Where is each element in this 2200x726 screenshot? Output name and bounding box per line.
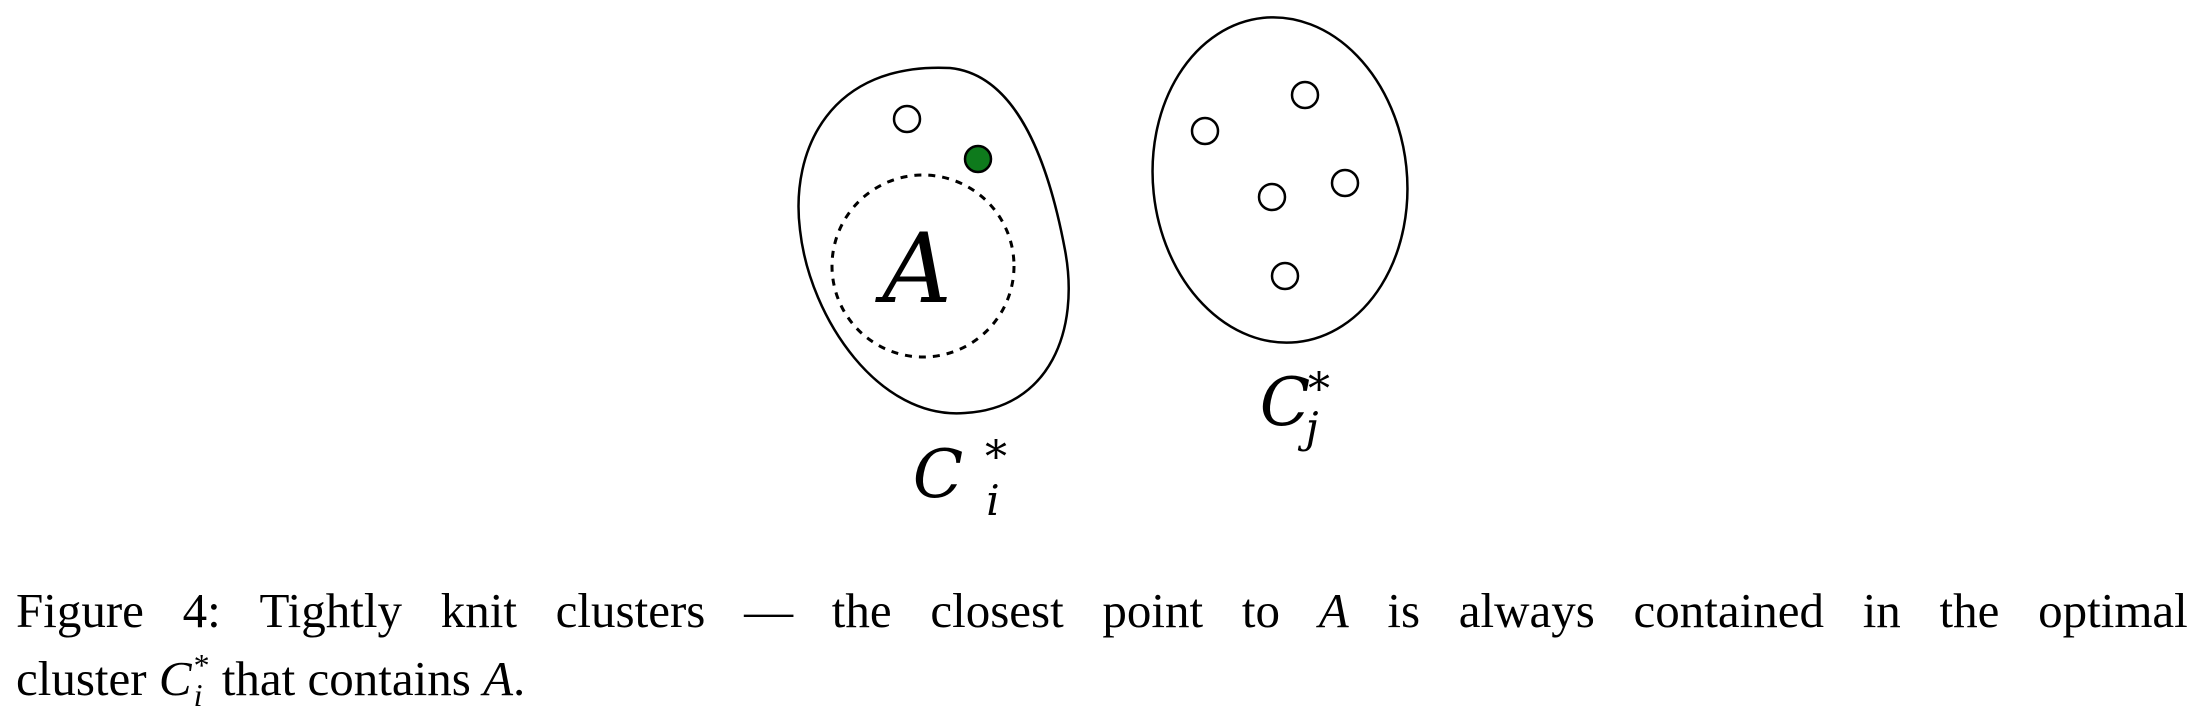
svg-text:*: * xyxy=(985,432,1007,483)
open-point xyxy=(1290,80,1320,110)
open-point xyxy=(1190,116,1220,146)
caption-word: the xyxy=(1939,583,2000,638)
cluster-i-label: C * i xyxy=(913,432,1007,525)
caption-line-2: cluster C * i that contains A. xyxy=(16,646,526,714)
caption-word: that contains xyxy=(221,651,471,706)
caption-word: — xyxy=(744,583,794,638)
inner-label-A: A xyxy=(874,213,951,325)
open-point xyxy=(1257,182,1287,212)
caption-symbol-a: A xyxy=(483,651,514,706)
caption-word: in xyxy=(1862,583,1901,638)
caption-word: the xyxy=(831,583,892,638)
svg-text:C: C xyxy=(913,436,964,513)
cluster-j-label: C * j xyxy=(1260,364,1330,452)
caption-line-1: Figure 4: Tightly knit clusters — the closest po… xyxy=(16,582,2188,639)
open-point xyxy=(1330,168,1360,198)
caption-word: cluster xyxy=(16,651,147,706)
svg-text:C: C xyxy=(1260,364,1311,441)
cluster-j-boundary xyxy=(1151,16,1409,344)
caption-word: Figure xyxy=(16,583,144,638)
svg-text:*: * xyxy=(1308,364,1330,415)
caption-period: . xyxy=(513,651,526,706)
caption-word: contained xyxy=(1633,583,1824,638)
caption-word: Tightly xyxy=(259,583,403,638)
caption-word: to xyxy=(1241,583,1280,638)
caption-word: optimal xyxy=(2038,583,2188,638)
caption-word: 4: xyxy=(182,583,221,638)
cluster-diagram: A C * i C * j xyxy=(797,16,1409,525)
closest-point-highlighted xyxy=(963,144,993,174)
dense-region-A xyxy=(830,173,1016,359)
cluster-i-boundary xyxy=(797,66,1070,415)
caption-word: knit xyxy=(440,583,517,638)
open-point xyxy=(1270,261,1300,291)
caption-word: closest xyxy=(930,583,1064,638)
caption-word: is xyxy=(1387,583,1421,638)
caption-word: clusters xyxy=(555,583,706,638)
svg-text:i: i xyxy=(986,476,999,525)
caption-word: A xyxy=(1318,583,1349,638)
open-point xyxy=(892,104,922,134)
caption-word: point xyxy=(1102,583,1204,638)
caption-word: always xyxy=(1458,583,1595,638)
caption-symbol-ci: C * i xyxy=(158,646,210,713)
